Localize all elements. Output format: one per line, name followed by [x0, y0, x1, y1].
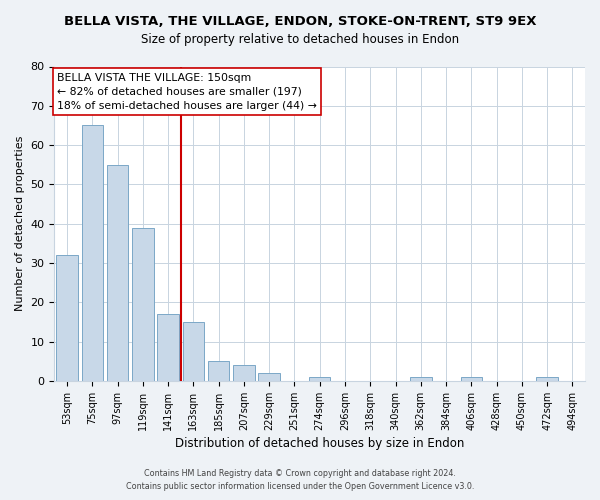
Bar	[233, 365, 254, 381]
Bar	[82, 126, 103, 381]
Bar	[56, 255, 78, 381]
Bar	[132, 228, 154, 381]
Bar	[461, 377, 482, 381]
Bar	[536, 377, 558, 381]
Bar	[259, 373, 280, 381]
X-axis label: Distribution of detached houses by size in Endon: Distribution of detached houses by size …	[175, 437, 464, 450]
Text: Contains HM Land Registry data © Crown copyright and database right 2024.
Contai: Contains HM Land Registry data © Crown c…	[126, 470, 474, 491]
Bar	[182, 322, 204, 381]
Text: BELLA VISTA THE VILLAGE: 150sqm
← 82% of detached houses are smaller (197)
18% o: BELLA VISTA THE VILLAGE: 150sqm ← 82% of…	[57, 73, 317, 111]
Bar	[107, 165, 128, 381]
Bar	[157, 314, 179, 381]
Bar	[410, 377, 431, 381]
Bar	[309, 377, 331, 381]
Text: Size of property relative to detached houses in Endon: Size of property relative to detached ho…	[141, 32, 459, 46]
Bar	[208, 362, 229, 381]
Y-axis label: Number of detached properties: Number of detached properties	[15, 136, 25, 312]
Text: BELLA VISTA, THE VILLAGE, ENDON, STOKE-ON-TRENT, ST9 9EX: BELLA VISTA, THE VILLAGE, ENDON, STOKE-O…	[64, 15, 536, 28]
